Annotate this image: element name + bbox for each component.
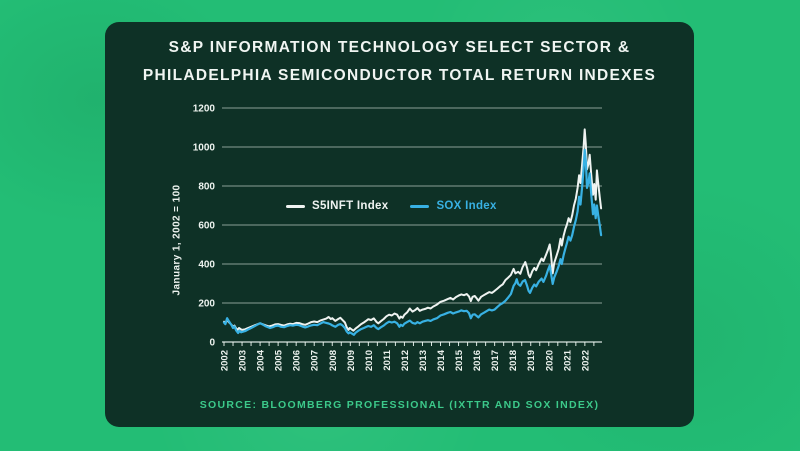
legend-label-s5inft: S5INFT Index [312, 200, 389, 212]
line-chart: 0 200 400 600 800 1000 1200 2002 2003 2004 2005 200… [193, 104, 603, 371]
legend-item-s5inft: S5INFT Index [286, 200, 388, 212]
y-tick-label-800: 800 [198, 182, 215, 193]
x-tick-label-2008: 2008 [328, 350, 339, 371]
y-tick-label-1200: 1200 [193, 104, 216, 115]
legend-label-sox: SOX Index [436, 200, 497, 212]
x-tick-label-2015: 2015 [454, 349, 465, 371]
chart-legend: S5INFT Index SOX Index [286, 200, 497, 212]
legend-item-sox: SOX Index [410, 200, 496, 212]
x-tick-label-2007: 2007 [310, 350, 321, 371]
legend-dash-sox [410, 204, 430, 208]
y-tick-label-400: 400 [198, 260, 215, 271]
series-line-sox-index [222, 148, 603, 336]
x-tick-label-2006: 2006 [292, 350, 303, 371]
y-tick-label-600: 600 [198, 221, 215, 232]
x-tick-label-2018: 2018 [508, 350, 519, 371]
x-tick-label-2010: 2010 [364, 350, 375, 371]
series-line-s5inft-index [223, 128, 603, 332]
chart-card: S&P INFORMATION TECHNOLOGY SELECT SECTOR… [105, 22, 694, 427]
x-tick-label-2016: 2016 [472, 350, 483, 371]
x-tick-label-2019: 2019 [526, 350, 537, 371]
x-tick-label-2013: 2013 [418, 350, 429, 371]
legend-dash-s5inft [286, 204, 305, 208]
x-tick-label-2012: 2012 [400, 350, 411, 371]
y-tick-label-0: 0 [209, 338, 215, 349]
x-tick-label-2005: 2005 [274, 349, 285, 371]
x-tick-label-2003: 2003 [238, 350, 249, 371]
chart-title-line2: PHILADELPHIA SEMICONDUCTOR TOTAL RETURN … [142, 67, 657, 84]
chart-title: S&P INFORMATION TECHNOLOGY SELECT SECTOR… [105, 34, 694, 90]
y-axis-title: January 1, 2002 = 100 [171, 184, 183, 296]
chart-title-line1: S&P INFORMATION TECHNOLOGY SELECT SECTOR… [168, 39, 631, 56]
x-tick-label-2020: 2020 [544, 350, 555, 371]
x-tick-label-2022: 2022 [580, 350, 591, 371]
x-tick-label-2021: 2021 [562, 349, 573, 371]
y-tick-label-1000: 1000 [193, 143, 216, 154]
x-tick-label-2011: 2011 [382, 349, 393, 370]
x-tick-label-2014: 2014 [436, 349, 447, 371]
x-tick-label-2004: 2004 [256, 349, 267, 371]
x-tick-label-2002: 2002 [220, 350, 231, 371]
x-tick-label-2017: 2017 [490, 350, 501, 371]
x-tick-label-2009: 2009 [346, 350, 357, 371]
source-attribution: SOURCE: BLOOMBERG PROFESSIONAL (IXTTR AN… [199, 399, 600, 411]
y-tick-label-200: 200 [198, 299, 215, 310]
